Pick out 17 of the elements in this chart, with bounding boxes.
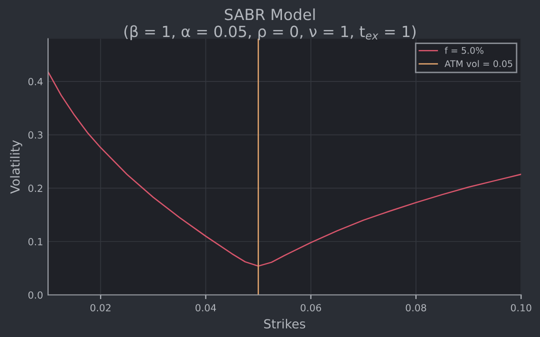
y-tick-label: 0.1 xyxy=(28,238,42,246)
y-tick-label: 0.0 xyxy=(28,291,43,299)
chart-title: SABR Model xyxy=(224,8,315,20)
chart-subtitle: (β = 1, α = 0.05, ρ = 0, ν = 1, t$_{ex}$ = 1) xyxy=(124,25,416,40)
y-tick-label: 0.4 xyxy=(28,78,43,86)
x-tick-label: 0.02 xyxy=(90,304,110,312)
y-tick-label: 0.2 xyxy=(28,184,42,192)
x-tick-label: 0.06 xyxy=(300,304,322,312)
x-tick-label: 0.04 xyxy=(196,304,216,312)
legend-label: ATM vol = 0.05 xyxy=(444,60,512,68)
x-tick-label: 0.10 xyxy=(510,304,532,312)
legend-label: f = 5.0% xyxy=(444,46,484,54)
x-tick-label: 0.08 xyxy=(406,304,426,312)
y-axis-title: Volatility xyxy=(10,140,22,194)
x-axis-title: Strikes xyxy=(264,318,306,329)
y-tick-label: 0.3 xyxy=(28,131,42,139)
line-series xyxy=(48,71,522,267)
